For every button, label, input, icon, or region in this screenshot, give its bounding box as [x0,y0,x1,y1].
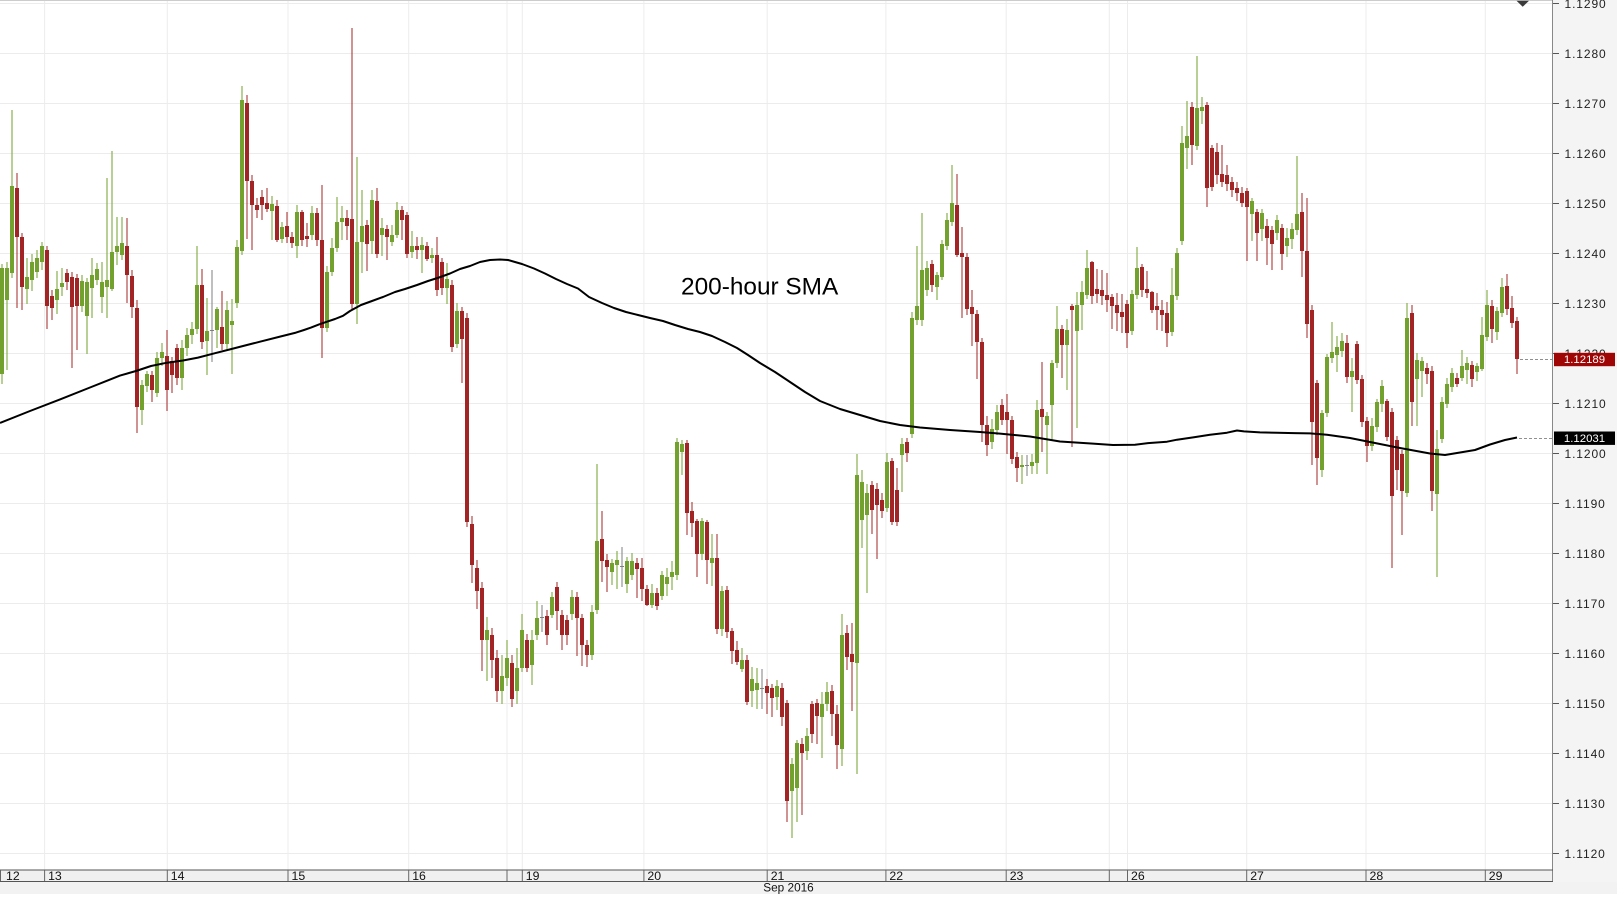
svg-text:16: 16 [412,869,426,883]
svg-text:1.1250: 1.1250 [1565,197,1607,211]
svg-text:1.1260: 1.1260 [1565,147,1607,161]
svg-text:1.1120: 1.1120 [1565,847,1606,861]
svg-text:1.1230: 1.1230 [1565,297,1607,311]
svg-text:21: 21 [771,869,785,883]
svg-text:1.1240: 1.1240 [1565,247,1607,261]
svg-text:12: 12 [6,869,20,883]
svg-text:14: 14 [171,869,185,883]
svg-text:15: 15 [292,869,306,883]
svg-text:19: 19 [526,869,540,883]
svg-text:29: 29 [1489,869,1503,883]
svg-text:1.1190: 1.1190 [1565,497,1606,511]
svg-text:1.1270: 1.1270 [1565,97,1607,111]
svg-text:22: 22 [889,869,903,883]
svg-text:28: 28 [1370,869,1384,883]
svg-text:1.1180: 1.1180 [1565,547,1606,561]
svg-text:13: 13 [48,869,62,883]
svg-text:1.1170: 1.1170 [1565,597,1606,611]
svg-text:1.1160: 1.1160 [1565,647,1606,661]
svg-text:1.1290: 1.1290 [1565,0,1607,11]
svg-text:1.1150: 1.1150 [1565,697,1606,711]
svg-text:1.1140: 1.1140 [1565,747,1606,761]
svg-text:1.1280: 1.1280 [1565,47,1607,61]
svg-text:23: 23 [1010,869,1024,883]
svg-text:1.1130: 1.1130 [1565,797,1606,811]
svg-text:20: 20 [647,869,661,883]
svg-text:1.1210: 1.1210 [1565,397,1607,411]
svg-text:26: 26 [1131,869,1145,883]
svg-text:1.12031: 1.12031 [1564,433,1605,445]
svg-text:Sep 2016: Sep 2016 [763,881,814,895]
svg-text:27: 27 [1250,869,1264,883]
svg-text:1.1200: 1.1200 [1565,447,1607,461]
svg-text:200-hour SMA: 200-hour SMA [681,274,839,301]
svg-text:1.12189: 1.12189 [1564,354,1605,366]
